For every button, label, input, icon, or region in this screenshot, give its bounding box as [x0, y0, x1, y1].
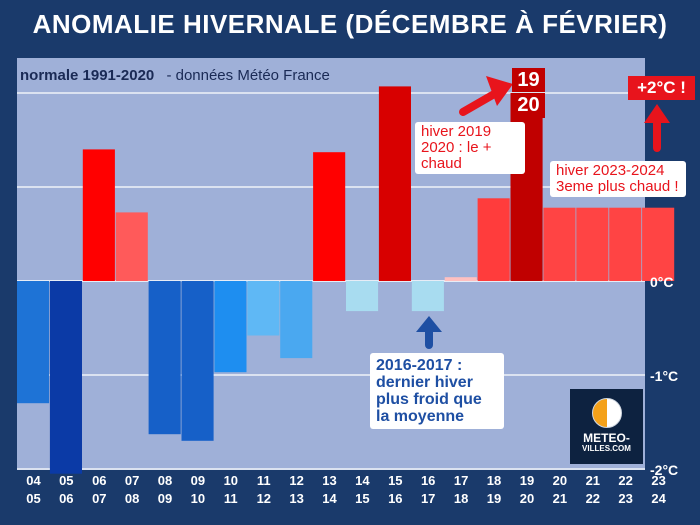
x-tick-label-top: 18: [487, 473, 501, 488]
arrow-up-icon: [644, 104, 670, 152]
annotation-winter-2023: hiver 2023-2024 3eme plus chaud !: [550, 161, 686, 197]
x-tick-label-bottom: 12: [257, 491, 271, 506]
bar-08-09: [148, 281, 181, 435]
bar-14-15: [346, 281, 379, 312]
y-tick-label: 0°C: [650, 274, 674, 290]
bar-11-12: [247, 281, 280, 336]
x-tick-label-bottom: 10: [191, 491, 205, 506]
bar-23-24: [642, 207, 675, 281]
x-tick-label-bottom: 17: [421, 491, 435, 506]
arrow-up-icon: [416, 316, 442, 349]
x-tick-label-top: 17: [454, 473, 468, 488]
badge-year-19: 19: [512, 68, 545, 92]
x-tick-label-top: 15: [388, 473, 402, 488]
logo-line1: METEO-: [583, 431, 630, 445]
x-tick-label-top: 05: [59, 473, 73, 488]
x-tick-label-bottom: 23: [618, 491, 632, 506]
bar-12-13: [280, 281, 313, 359]
x-tick-label-top: 10: [224, 473, 238, 488]
x-tick-label-bottom: 19: [487, 491, 501, 506]
x-tick-label-top: 14: [355, 473, 370, 488]
x-tick-label-top: 16: [421, 473, 435, 488]
x-tick-labels: 04 05 05 06 06 07 07 08 08 09 09 10 10 11 11 12 12 13 13 14…: [26, 473, 666, 506]
x-tick-label-top: 23: [651, 473, 665, 488]
x-tick-label-bottom: 18: [454, 491, 468, 506]
x-tick-label-top: 06: [92, 473, 106, 488]
x-tick-label-top: 12: [289, 473, 303, 488]
bar-06-07: [82, 149, 115, 281]
x-tick-label-top: 20: [553, 473, 567, 488]
x-tick-label-bottom: 11: [224, 491, 238, 506]
x-tick-label-bottom: 16: [388, 491, 402, 506]
x-tick-label-top: 13: [322, 473, 336, 488]
x-tick-label-bottom: 09: [158, 491, 172, 506]
x-tick-label-bottom: 07: [92, 491, 106, 506]
bar-15-16: [378, 86, 411, 282]
badge-year-20: 20: [512, 93, 545, 118]
bar-17-18: [444, 277, 477, 281]
bar-21-22: [576, 207, 609, 281]
bar-10-11: [214, 281, 247, 373]
x-tick-label-bottom: 13: [289, 491, 303, 506]
chart-title: ANOMALIE HIVERNALE (DÉCEMBRE À FÉVRIER): [32, 9, 668, 39]
x-tick-label-top: 11: [257, 473, 271, 488]
x-tick-label-bottom: 22: [586, 491, 600, 506]
badge-plus-two: +2°C !: [628, 76, 695, 100]
annotation-winter-2016: 2016-2017 : dernier hiver plus froid que…: [370, 353, 504, 429]
x-tick-label-top: 07: [125, 473, 139, 488]
bar-05-06: [49, 281, 82, 474]
bar-07-08: [115, 212, 148, 281]
x-tick-label-bottom: 24: [651, 491, 666, 506]
annotation-winter-2019: hiver 2019 2020 : le + chaud: [415, 122, 525, 174]
subtitle-rest: - données Météo France: [166, 67, 329, 84]
x-tick-label-bottom: 05: [26, 491, 40, 506]
x-tick-label-top: 22: [618, 473, 632, 488]
subtitle: normale 1991-2020 - données Météo France: [20, 67, 330, 84]
meteo-villes-logo: METEO- VILLES.COM: [570, 389, 643, 464]
arrow-up-icon: [459, 76, 513, 116]
x-tick-label-top: 09: [191, 473, 205, 488]
x-tick-label-top: 19: [520, 473, 534, 488]
sun-moon-icon: [591, 398, 622, 428]
subtitle-bold: normale 1991-2020: [20, 67, 154, 84]
x-tick-label-top: 21: [586, 473, 600, 488]
y-tick-label: -2°C: [650, 462, 678, 478]
x-tick-label-bottom: 21: [553, 491, 567, 506]
x-tick-label-bottom: 15: [355, 491, 369, 506]
bar-09-10: [181, 281, 214, 441]
logo-line2: VILLES.COM: [582, 444, 631, 453]
x-tick-label-bottom: 14: [322, 491, 337, 506]
y-tick-label: -1°C: [650, 368, 678, 384]
bar-22-23: [609, 207, 642, 281]
bar-20-21: [543, 207, 576, 281]
x-tick-label-top: 04: [26, 473, 41, 488]
x-tick-label-top: 08: [158, 473, 172, 488]
x-tick-label-bottom: 08: [125, 491, 139, 506]
y-tick-labels: 0°C -1°C -2°C: [650, 274, 678, 478]
bar-04-05: [17, 281, 50, 404]
bar-18-19: [477, 198, 510, 281]
bar-16-17: [411, 281, 444, 312]
x-tick-label-bottom: 06: [59, 491, 73, 506]
x-tick-label-bottom: 20: [520, 491, 534, 506]
bar-13-14: [313, 152, 346, 281]
